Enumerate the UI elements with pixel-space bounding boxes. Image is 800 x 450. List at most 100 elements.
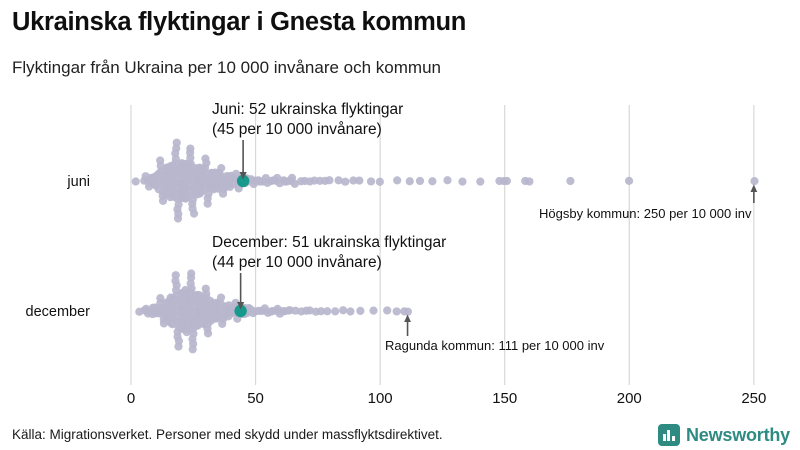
data-point (177, 188, 186, 198)
data-point (188, 204, 197, 213)
data-point (325, 176, 334, 185)
data-point (174, 336, 184, 346)
data-point (183, 176, 192, 185)
data-point (284, 306, 293, 315)
data-point (171, 174, 180, 183)
data-point (199, 315, 209, 324)
data-point (158, 191, 167, 201)
highlight-point-juni[interactable] (236, 174, 250, 188)
data-point (187, 174, 196, 184)
data-point (211, 305, 221, 314)
annotation-december-line2: (44 per 10 000 invånare) (212, 254, 382, 271)
data-point (180, 301, 189, 310)
data-point (233, 308, 242, 317)
data-point (165, 311, 174, 320)
data-point (495, 176, 504, 186)
data-point (176, 194, 186, 203)
data-point (171, 154, 180, 163)
newsworthy-logo[interactable]: Newsworthy (657, 424, 790, 446)
data-point (156, 156, 165, 165)
page-title: Ukrainska flyktingar i Gnesta kommun (12, 8, 467, 36)
data-point (177, 289, 186, 298)
data-point (154, 169, 163, 179)
data-point (186, 299, 195, 308)
data-point (214, 184, 223, 193)
data-point (185, 304, 195, 313)
data-point (221, 182, 230, 191)
data-point (209, 174, 218, 183)
data-point (237, 309, 246, 318)
data-point (243, 308, 252, 317)
data-point (237, 179, 246, 188)
data-point (205, 301, 214, 310)
data-point (173, 312, 182, 321)
bar-chart-icon (657, 424, 680, 446)
data-point (194, 173, 204, 183)
data-point (183, 192, 192, 202)
data-point (624, 176, 634, 185)
data-point (215, 170, 224, 179)
highlight-point-december[interactable] (234, 304, 247, 318)
data-point (171, 149, 180, 158)
data-point (400, 307, 409, 316)
data-point (263, 178, 272, 187)
data-point (143, 309, 153, 318)
data-point (166, 193, 175, 202)
data-point (186, 273, 196, 282)
data-point (272, 306, 281, 315)
data-point (189, 178, 198, 188)
data-point (174, 184, 183, 194)
data-point (750, 176, 759, 186)
data-point (305, 306, 314, 315)
data-point (181, 297, 190, 306)
data-point (192, 297, 201, 306)
data-point (369, 306, 378, 315)
data-point (286, 176, 295, 185)
x-tick-label: 150 (492, 390, 518, 407)
data-point (199, 166, 208, 175)
annotation-arrow-december (237, 273, 245, 310)
data-point (169, 192, 178, 201)
data-point (190, 310, 199, 319)
data-point (156, 167, 165, 176)
data-point (156, 294, 165, 303)
data-point (316, 307, 326, 316)
data-point (159, 315, 168, 324)
data-point (206, 297, 215, 306)
data-point (184, 299, 193, 308)
data-point (176, 294, 185, 303)
data-point (209, 185, 218, 194)
data-point (158, 196, 168, 205)
data-point (184, 187, 193, 196)
data-point (234, 184, 243, 193)
data-point (198, 186, 207, 195)
data-point (151, 172, 160, 181)
data-point (178, 178, 187, 188)
data-point (254, 176, 263, 185)
data-point (168, 320, 177, 329)
data-point (177, 304, 186, 314)
data-point (195, 293, 205, 302)
x-tick-label: 250 (741, 390, 767, 407)
data-point (166, 299, 175, 308)
data-point (155, 174, 164, 183)
data-point (213, 178, 222, 188)
x-tick-label: 200 (616, 390, 642, 407)
data-point (281, 177, 290, 186)
annotation-juni-line1: Juni: 52 ukrainska flyktingar (212, 101, 404, 118)
data-point (194, 184, 203, 193)
data-point (186, 148, 195, 157)
data-point (180, 189, 189, 199)
data-point (216, 293, 226, 302)
annotation-ragunda: Ragunda kommun: 111 per 10 000 inv (385, 338, 605, 353)
data-point (199, 320, 209, 329)
data-point (211, 179, 220, 188)
data-point (224, 301, 233, 310)
data-point (161, 190, 170, 199)
data-point (383, 306, 392, 315)
data-point (181, 179, 190, 188)
data-point (169, 162, 178, 171)
data-point (171, 164, 180, 173)
data-point (226, 308, 235, 317)
data-point (222, 172, 231, 181)
